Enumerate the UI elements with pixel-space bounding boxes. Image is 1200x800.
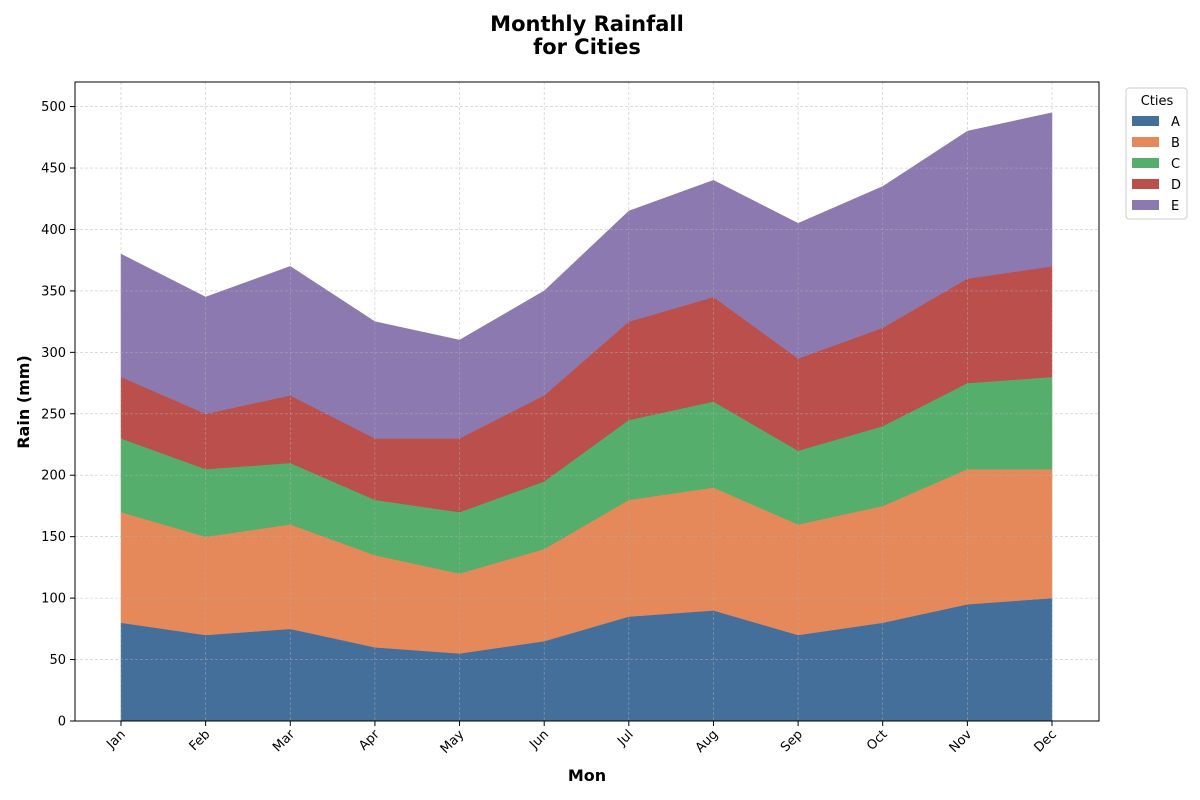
legend-item-d: D <box>1132 178 1181 193</box>
legend-item-e: E <box>1132 199 1179 214</box>
legend-label: D <box>1171 178 1181 193</box>
x-tick-label: Jun <box>526 727 552 753</box>
y-tick-label: 100 <box>41 592 66 607</box>
legend-swatch <box>1132 158 1159 168</box>
x-tick-label: Mar <box>270 727 298 755</box>
y-tick-label: 400 <box>41 223 66 238</box>
x-tick-label: Dec <box>1031 727 1059 755</box>
x-tick-label: Aug <box>693 727 722 756</box>
legend-item-a: A <box>1132 115 1180 130</box>
x-tick-label: Apr <box>356 727 383 754</box>
legend-label: E <box>1171 199 1179 214</box>
legend-swatch <box>1132 116 1159 126</box>
x-tick-label: Jul <box>614 727 636 749</box>
x-tick-label: Sep <box>778 727 806 755</box>
legend-swatch <box>1132 179 1159 189</box>
x-tick-label: Feb <box>187 727 214 754</box>
x-axis-ticks: Jan Feb Mar Apr May Jun Jul Aug Sep Oct Nov Dec <box>103 721 1060 757</box>
legend-title: Cties <box>1141 94 1174 109</box>
y-axis-label: Rain (mm) <box>14 355 33 449</box>
chart-title-line-2: for Cities <box>533 35 641 59</box>
legend-swatch <box>1132 137 1159 147</box>
legend-swatch <box>1132 200 1159 210</box>
x-tick-label: May <box>438 727 468 757</box>
y-tick-label: 200 <box>41 469 66 484</box>
y-tick-label: 0 <box>58 715 66 730</box>
legend-label: B <box>1171 136 1180 151</box>
y-axis-ticks: 0 50 100 150 200 250 300 350 400 450 500 <box>41 100 75 730</box>
legend-label: C <box>1171 157 1180 172</box>
y-tick-label: 450 <box>41 162 66 177</box>
y-tick-label: 50 <box>49 653 66 668</box>
y-tick-label: 350 <box>41 284 66 299</box>
x-axis-label: Mon <box>568 766 606 785</box>
x-tick-label: Nov <box>947 727 976 756</box>
y-tick-label: 500 <box>41 100 66 115</box>
legend-label: A <box>1171 115 1180 130</box>
stacked-areas <box>120 112 1053 722</box>
plot-frame <box>74 81 1100 722</box>
legend-item-c: C <box>1132 157 1180 172</box>
y-tick-label: 300 <box>41 346 66 361</box>
y-tick-label: 250 <box>41 407 66 422</box>
x-tick-label: Jan <box>103 727 128 752</box>
y-tick-label: 150 <box>41 530 66 545</box>
chart-title-line-1: Monthly Rainfall <box>490 12 684 36</box>
legend-item-b: B <box>1132 136 1180 151</box>
x-tick-label: Oct <box>864 727 891 754</box>
